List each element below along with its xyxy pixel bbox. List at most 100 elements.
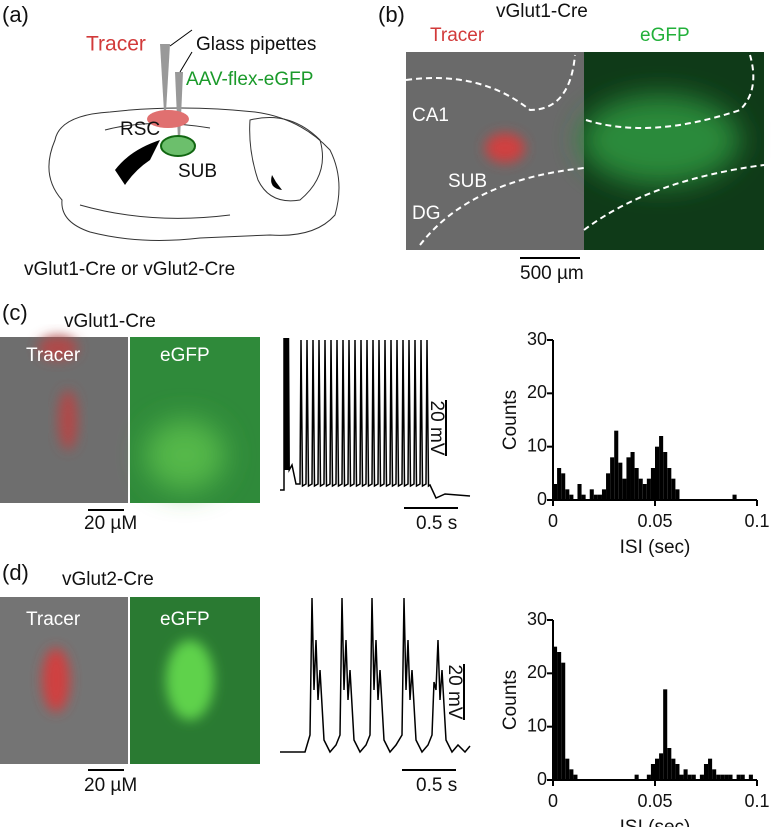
label: SUB: [178, 161, 217, 182]
scale-label: 20 mV: [426, 401, 447, 456]
bar: [740, 774, 745, 780]
bar: [577, 484, 582, 500]
bar: [642, 484, 647, 500]
pipette: [160, 44, 170, 112]
bar: [634, 774, 639, 780]
title: vGlut1-Cre: [64, 311, 156, 332]
bar: [589, 489, 594, 500]
bar: [716, 774, 721, 780]
y-tick-label: 20: [527, 662, 547, 682]
bar: [597, 494, 602, 500]
panel-label: (d): [2, 560, 29, 585]
label: Tracer: [26, 609, 81, 630]
label: eGFP: [160, 609, 210, 630]
x-tick-label: 0.1: [744, 791, 769, 811]
bar: [561, 473, 566, 500]
y-tick-label: 10: [527, 715, 547, 735]
x-tick-label: 0.1: [744, 511, 769, 531]
leader: [179, 51, 193, 73]
bar: [736, 774, 741, 780]
bar: [732, 494, 737, 500]
bar: [553, 484, 558, 500]
scale-label: 20 mV: [444, 665, 465, 720]
bar: [601, 489, 607, 500]
bar: [667, 748, 672, 780]
bar: [679, 774, 684, 780]
x-axis-label: ISI (sec): [620, 817, 691, 827]
y-axis-label: Counts: [500, 670, 521, 730]
bar: [569, 769, 574, 780]
x-tick-label: 0.05: [637, 791, 672, 811]
y-tick-label: 0: [537, 769, 547, 789]
bar: [663, 689, 668, 780]
bar: [581, 494, 586, 500]
fluorescence: [58, 390, 78, 450]
y-tick-label: 0: [537, 489, 547, 509]
label: AAV-flex-eGFP: [186, 69, 313, 90]
fluorescence: [145, 420, 225, 490]
bar: [655, 758, 660, 780]
bar: [565, 489, 570, 500]
title: vGlut2-Cre: [62, 569, 154, 590]
bar: [748, 774, 753, 780]
panel-label: (a): [2, 2, 29, 27]
voltage-trace: [280, 337, 471, 499]
ventricle: [115, 140, 160, 185]
label: DG: [412, 203, 441, 224]
y-axis-label: Counts: [500, 390, 521, 450]
bar: [712, 769, 717, 780]
bar: [626, 457, 631, 500]
bar: [703, 764, 709, 780]
scale-label: 0.5 s: [416, 513, 457, 534]
y-tick-label: 30: [527, 329, 547, 349]
bar: [659, 436, 664, 500]
bar: [553, 646, 558, 780]
label: Tracer: [430, 25, 485, 46]
bar: [699, 774, 704, 780]
bar: [606, 473, 611, 500]
bar: [614, 430, 619, 500]
bar: [650, 468, 655, 500]
bar: [683, 769, 688, 780]
x-tick-label: 0.05: [637, 511, 672, 531]
bar: [610, 457, 615, 500]
fluorescence: [580, 95, 740, 185]
scale-label: 20 µM: [84, 513, 137, 534]
bar: [561, 662, 566, 780]
label: RSC: [120, 119, 160, 140]
fluorescence: [485, 133, 525, 163]
bar: [724, 774, 729, 780]
tracer-spot: [147, 110, 189, 128]
bar: [634, 468, 639, 500]
panel-label: (b): [378, 2, 405, 27]
bar: [569, 494, 574, 500]
bar: [573, 774, 578, 780]
panel-label: (c): [2, 300, 28, 325]
x-tick-label: 0: [548, 511, 558, 531]
bar: [675, 489, 680, 500]
caption: vGlut1-Cre or vGlut2-Cre: [24, 259, 235, 280]
bar: [646, 478, 651, 500]
fluorescence: [38, 336, 78, 360]
bar: [565, 758, 570, 780]
bar: [650, 764, 655, 780]
label: Tracer: [26, 345, 81, 366]
scale-label: 500 µm: [520, 263, 584, 284]
bar: [667, 468, 672, 500]
bar: [593, 494, 598, 500]
bar: [720, 774, 725, 780]
bar: [659, 753, 664, 780]
bar: [557, 468, 562, 500]
bar: [557, 652, 562, 780]
pipette: [175, 72, 183, 140]
bar: [638, 478, 643, 500]
y-tick-label: 10: [527, 435, 547, 455]
label: CA1: [412, 105, 449, 126]
label: eGFP: [160, 345, 210, 366]
bar: [691, 774, 696, 780]
bar: [630, 452, 635, 500]
bar: [671, 478, 676, 500]
label: eGFP: [640, 25, 690, 46]
ventricle: [271, 175, 282, 190]
